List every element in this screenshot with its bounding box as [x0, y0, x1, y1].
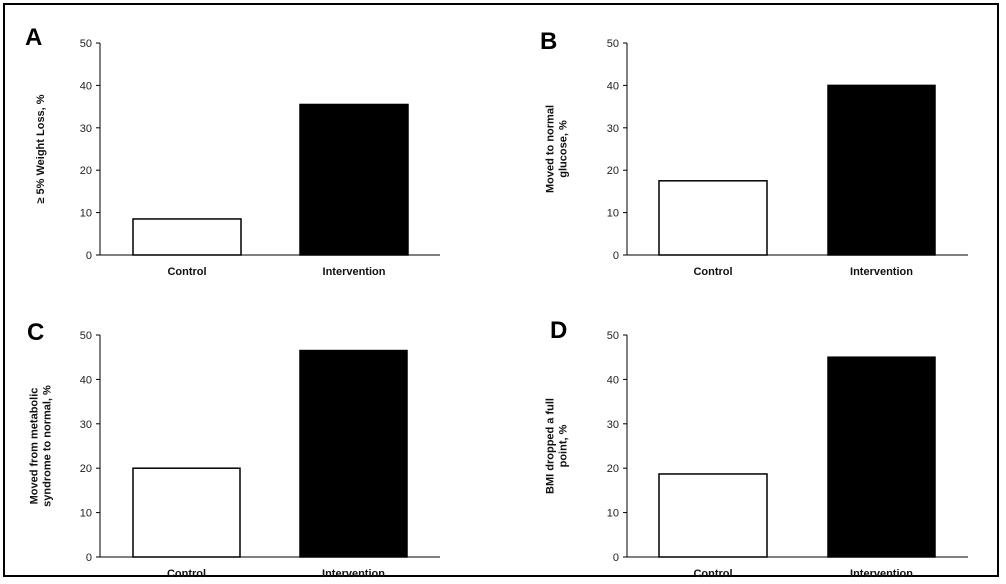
bar-a-intervention — [299, 103, 409, 256]
y-axis-title-c: Moved from metabolic syndrome to normal, … — [29, 385, 54, 507]
y-tick-label-a-40: 40 — [80, 80, 92, 92]
y-tick-label-c-20: 20 — [80, 463, 92, 475]
y-axis-title-line-a-1: ≥ 5% Weight Loss, % — [35, 94, 47, 203]
y-tick-label-d-50: 50 — [607, 330, 619, 342]
y-axis-title-line-d-2: point, % — [558, 424, 570, 467]
y-tick-label-d-40: 40 — [607, 374, 619, 386]
y-tick-label-d-30: 30 — [607, 419, 619, 431]
y-axis-title-line-b-2: glucose, % — [558, 120, 570, 178]
panel-label-c: C — [27, 319, 44, 346]
bar-b-control — [658, 180, 768, 256]
category-label-d-intervention: Intervention — [850, 568, 913, 580]
category-label-c-intervention: Intervention — [322, 568, 385, 580]
category-label-c-control: Control — [167, 568, 206, 580]
category-label-b-intervention: Intervention — [850, 266, 913, 278]
y-axis-title-line-b-1: Moved to normal — [545, 105, 557, 193]
category-label-b-control: Control — [693, 266, 732, 278]
y-tick-label-b-40: 40 — [607, 80, 619, 92]
y-tick-label-c-30: 30 — [80, 419, 92, 431]
y-tick-label-a-10: 10 — [80, 208, 92, 220]
bar-a-control — [132, 218, 242, 256]
y-axis-title-d: BMI dropped a full point, % — [545, 398, 570, 494]
bar-c-intervention — [299, 349, 408, 558]
y-tick-label-b-30: 30 — [607, 123, 619, 135]
bar-d-intervention — [827, 356, 936, 558]
figure-border — [3, 3, 999, 577]
panel-label-d: D — [550, 317, 567, 344]
y-tick-label-b-50: 50 — [607, 38, 619, 50]
panel-label-a: A — [25, 24, 42, 51]
category-label-a-intervention: Intervention — [323, 266, 386, 278]
y-tick-label-c-50: 50 — [80, 330, 92, 342]
y-axis-title-a: ≥ 5% Weight Loss, % — [35, 94, 47, 203]
y-tick-label-c-10: 10 — [80, 508, 92, 520]
y-tick-label-d-10: 10 — [607, 508, 619, 520]
category-label-d-control: Control — [693, 568, 732, 580]
y-tick-label-c-40: 40 — [80, 374, 92, 386]
y-tick-label-a-0: 0 — [86, 250, 92, 262]
bar-c-control — [132, 467, 241, 558]
y-axis-title-line-d-1: BMI dropped a full — [545, 398, 557, 494]
y-axis-title-line-c-2: syndrome to normal, % — [42, 385, 54, 507]
bar-d-control — [658, 473, 768, 558]
y-axis-title-line-c-1: Moved from metabolic — [29, 388, 41, 505]
y-axis-title-b: Moved to normal glucose, % — [545, 105, 570, 193]
bar-b-intervention — [827, 84, 936, 256]
panel-label-b: B — [540, 28, 557, 55]
y-tick-label-d-20: 20 — [607, 463, 619, 475]
y-tick-label-b-20: 20 — [607, 165, 619, 177]
y-tick-label-b-0: 0 — [613, 250, 619, 262]
y-tick-label-a-30: 30 — [80, 123, 92, 135]
y-tick-label-b-10: 10 — [607, 208, 619, 220]
y-tick-label-d-0: 0 — [613, 552, 619, 564]
y-tick-label-c-0: 0 — [86, 552, 92, 564]
y-tick-label-a-20: 20 — [80, 165, 92, 177]
y-tick-label-a-50: 50 — [80, 38, 92, 50]
category-label-a-control: Control — [167, 266, 206, 278]
